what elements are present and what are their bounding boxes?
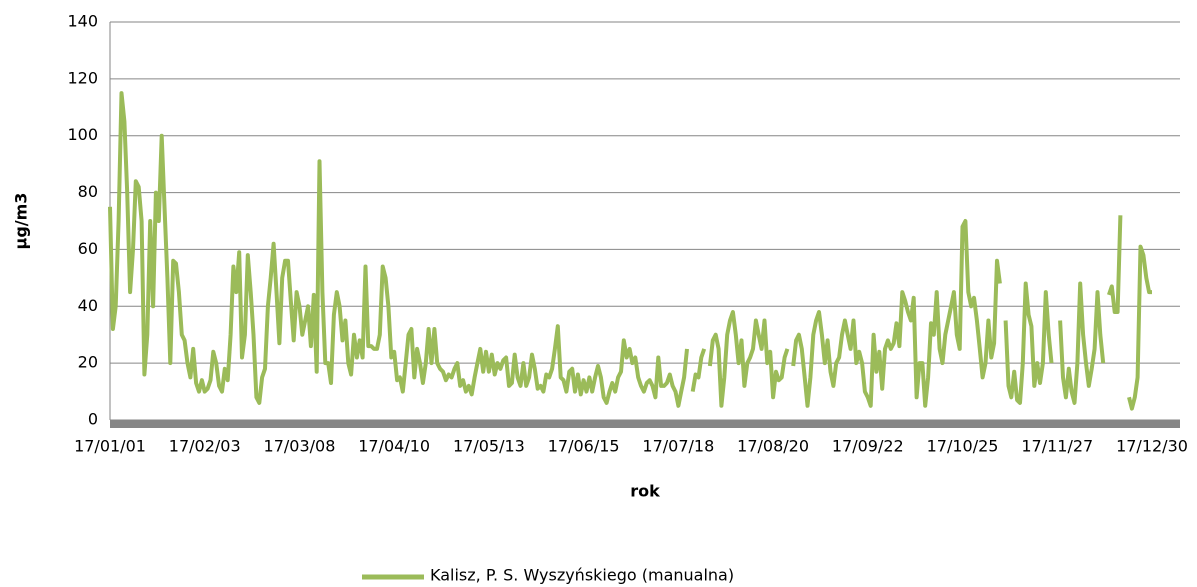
x-tick-label: 17/12/30 [1116,437,1188,456]
y-tick-label: 120 [67,68,98,87]
x-tick-label: 17/07/18 [642,437,714,456]
x-tick-label: 17/08/20 [737,437,809,456]
y-tick-label: 80 [78,182,98,201]
y-tick-label: 40 [78,296,98,315]
x-tick-label: 17/03/08 [264,437,336,456]
x-tick-label: 17/02/03 [169,437,241,456]
y-tick-label: 140 [67,12,98,31]
y-tick-label: 60 [78,239,98,258]
x-axis [110,420,1180,428]
x-tick-label: 17/11/27 [1021,437,1093,456]
x-tick-label: 17/04/10 [358,437,430,456]
x-tick-label: 17/09/22 [832,437,904,456]
x-tick-label: 17/01/01 [74,437,146,456]
data-line [108,91,1152,411]
x-tick-label: 17/06/15 [548,437,620,456]
y-tick-label: 100 [67,125,98,144]
y-axis-label: µg/m3 [12,193,31,250]
x-tick-label: 17/05/13 [453,437,525,456]
legend-label: Kalisz, P. S. Wyszyńskiego (manualna) [430,566,734,585]
y-tick-label: 20 [78,353,98,372]
x-axis-label: rok [630,482,660,501]
x-tick-label: 17/10/25 [927,437,999,456]
y-tick-label: 0 [88,410,98,429]
